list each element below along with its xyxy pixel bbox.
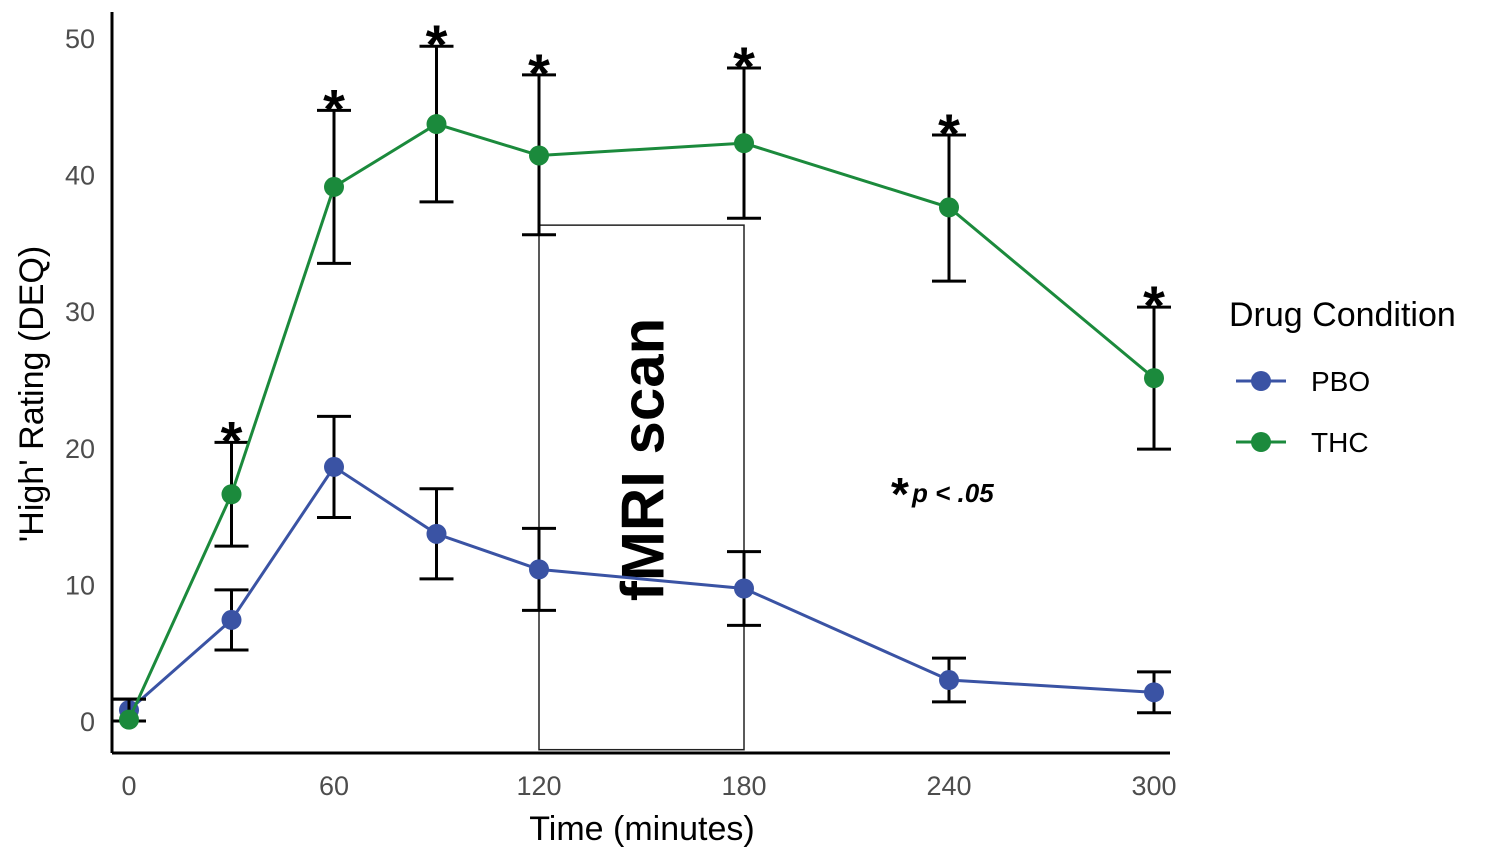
significance-note: * p < .05: [891, 468, 994, 520]
legend-item-pbo: PBO: [1236, 366, 1370, 397]
x-tick-label: 180: [721, 771, 766, 801]
y-tick-label: 10: [65, 570, 95, 600]
data-point: [734, 133, 754, 154]
data-point: [734, 578, 754, 599]
y-tick-label: 20: [65, 434, 95, 464]
significance-asterisk: *: [528, 42, 550, 105]
data-point: [119, 709, 139, 730]
series-line: [128, 464, 1155, 712]
significance-asterisk: *: [426, 13, 448, 76]
y-tick-label: 40: [65, 161, 95, 191]
data-point: [939, 670, 959, 691]
significance-asterisk: *: [938, 102, 960, 165]
fmri-scan-label: fMRI scan: [610, 318, 677, 601]
data-point: [939, 197, 959, 218]
y-tick-label: 30: [65, 297, 95, 327]
significance-note-symbol: *: [891, 468, 909, 520]
legend-label: PBO: [1311, 366, 1370, 397]
data-point: [324, 456, 344, 477]
x-tick-label: 240: [926, 771, 971, 801]
data-point: [426, 523, 447, 544]
fmri-scan-box: [538, 224, 745, 751]
data-point: [529, 559, 549, 580]
legend-label: THC: [1311, 427, 1369, 458]
legend: Drug Condition PBO THC: [1229, 296, 1456, 458]
x-tick-label: 300: [1131, 771, 1176, 801]
y-tick-label: 0: [80, 707, 95, 737]
legend-item-thc: THC: [1236, 427, 1369, 458]
x-axis-title: Time (minutes): [529, 810, 754, 848]
data-point: [426, 114, 447, 135]
y-tick-label: 50: [65, 24, 95, 54]
series-thc: [112, 44, 1171, 730]
x-tick-label: 0: [121, 771, 136, 801]
data-point: [529, 145, 549, 166]
legend-key-marker: [1251, 432, 1271, 452]
data-point: [1144, 368, 1164, 389]
legend-key-marker: [1251, 371, 1271, 391]
axes: 0 60 120 180 240 300 0 10 20 30 40 50: [65, 12, 1177, 801]
significance-asterisk: *: [221, 409, 243, 472]
series-line: [127, 122, 1155, 721]
significance-asterisk: *: [323, 77, 345, 140]
significance-markers: * * * * * * *: [221, 13, 1166, 472]
data-point: [1144, 682, 1164, 703]
y-axis-title: 'High' Rating (DEQ): [13, 246, 51, 542]
series-layer: [112, 44, 1171, 730]
data-point: [324, 176, 344, 197]
significance-asterisk: *: [1143, 274, 1165, 337]
legend-title: Drug Condition: [1229, 296, 1456, 334]
significance-note-text: p < .05: [911, 478, 994, 508]
significance-asterisk: *: [733, 35, 755, 98]
data-point: [221, 484, 242, 505]
fmri-scan-annotation: fMRI scan: [538, 224, 745, 751]
x-tick-label: 120: [516, 771, 561, 801]
data-point: [221, 609, 242, 630]
x-tick-label: 60: [319, 771, 349, 801]
